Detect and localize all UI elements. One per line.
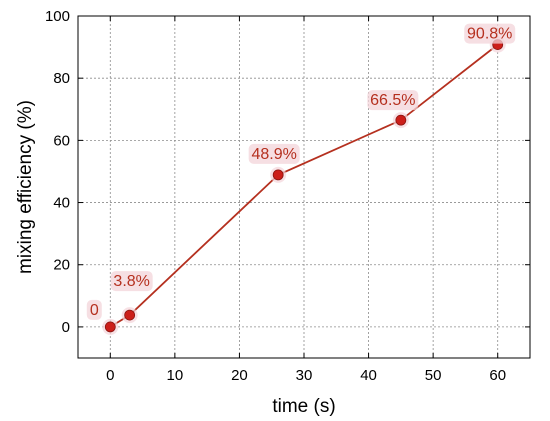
x-tick-label: 50 — [425, 367, 442, 384]
data-label: 90.8% — [467, 26, 512, 43]
y-tick-label: 0 — [62, 319, 70, 336]
x-tick-label: 40 — [360, 367, 377, 384]
x-tick-label: 10 — [167, 367, 184, 384]
data-point — [124, 309, 136, 321]
x-tick-label: 0 — [106, 367, 114, 384]
x-tick-label: 30 — [296, 367, 313, 384]
y-tick-label: 100 — [45, 8, 70, 25]
x-tick-label: 60 — [489, 367, 506, 384]
x-tick-label: 20 — [231, 367, 248, 384]
data-label: 0 — [90, 302, 99, 319]
data-point — [272, 169, 284, 181]
plot-frame — [77, 15, 531, 359]
data-label: 66.5% — [370, 92, 415, 109]
y-axis-title: mixing efficiency (%) — [15, 100, 36, 274]
data-label-background — [248, 143, 300, 164]
data-point — [395, 114, 407, 126]
x-ticks: 0 10 20 30 40 50 60 — [106, 16, 506, 384]
y-tick-label: 80 — [53, 70, 70, 87]
y-tick-label: 40 — [53, 195, 70, 212]
x-axis-title: time (s) — [272, 396, 335, 417]
data-label: 3.8% — [113, 273, 149, 290]
data-label-background — [86, 299, 102, 320]
data-label-background — [464, 23, 516, 44]
data-labels: 0 3.8% 48.9% 66.5% 90.8% — [86, 23, 516, 320]
data-label: 48.9% — [251, 146, 296, 163]
y-tick-label: 20 — [53, 257, 70, 274]
data-point — [104, 321, 116, 333]
data-label-background — [367, 90, 419, 111]
data-label-background — [110, 271, 153, 292]
y-ticks: 0 20 40 60 80 100 — [45, 8, 530, 336]
y-tick-label: 60 — [53, 132, 70, 149]
